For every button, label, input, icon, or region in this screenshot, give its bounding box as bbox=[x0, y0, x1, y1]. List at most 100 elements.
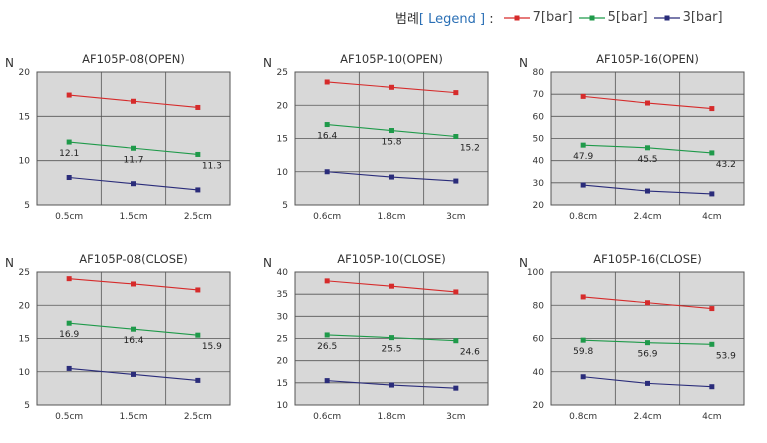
chart-2-series-1-point-1 bbox=[389, 84, 394, 90]
legend-title: 범례[ Legend ] : bbox=[395, 8, 494, 27]
chart-5-series-1-point-1 bbox=[389, 283, 394, 289]
chart-6-xtick-0: 0.8cm bbox=[569, 412, 597, 422]
chart-6-series-1-point-0 bbox=[580, 294, 586, 300]
chart-5-series-2-label-2: 24.6 bbox=[460, 348, 480, 358]
chart-2-ytick-1: 10 bbox=[277, 168, 289, 178]
chart-3-xtick-2: 4cm bbox=[702, 212, 721, 222]
chart-4-xtick-1: 1.5cm bbox=[119, 412, 147, 422]
chart-1-ytick-3: 20 bbox=[19, 68, 31, 78]
legend-label-5bar: 5[bar] bbox=[607, 10, 648, 25]
legend-item-7bar: 7[bar] bbox=[503, 10, 573, 25]
chart-5-ytick-4: 30 bbox=[277, 312, 289, 322]
chart-2-series-3-point-0 bbox=[324, 169, 330, 175]
chart-5-series-3-point-2 bbox=[453, 385, 459, 391]
chart-5-ytick-1: 15 bbox=[277, 379, 288, 389]
chart-5-series-2-label-1: 25.5 bbox=[381, 345, 401, 355]
chart-4-title: AF105P-08(CLOSE) bbox=[79, 252, 188, 266]
chart-2-series-3-point-2 bbox=[453, 178, 459, 184]
chart-4-xtick-2: 2.5cm bbox=[184, 412, 212, 422]
chart-1-xtick-1: 1.5cm bbox=[119, 212, 147, 222]
chart-5-ytick-2: 20 bbox=[277, 357, 289, 367]
chart-5-series-3-point-0 bbox=[324, 378, 330, 384]
chart-1-series-3-point-1 bbox=[131, 181, 136, 187]
chart-5-xtick-1: 1.8cm bbox=[377, 412, 405, 422]
chart-4-ytick-3: 20 bbox=[19, 301, 31, 311]
chart-3-series-1-point-0 bbox=[580, 93, 586, 99]
chart-3-ytick-0: 20 bbox=[533, 201, 545, 211]
legend: 범례[ Legend ] : 7[bar] 5[bar] 3[bar] bbox=[395, 8, 723, 27]
chart-4-series-3-point-1 bbox=[131, 371, 136, 377]
chart-3-ytick-4: 60 bbox=[533, 112, 545, 122]
chart-2-xtick-0: 0.6cm bbox=[313, 212, 341, 222]
chart-4-ytick-4: 25 bbox=[19, 268, 30, 278]
chart-6-ytick-3: 80 bbox=[533, 301, 545, 311]
chart-3-series-1-point-1 bbox=[645, 100, 650, 106]
chart-4-series-2-point-1 bbox=[131, 326, 136, 332]
chart-1-xtick-0: 0.5cm bbox=[55, 212, 83, 222]
chart-4-series-2-label-1: 16.4 bbox=[123, 336, 143, 346]
chart-3-ytick-3: 50 bbox=[533, 135, 545, 145]
chart-2-series-1-point-2 bbox=[453, 90, 459, 96]
chart-4-series-1-point-0 bbox=[66, 276, 72, 282]
chart-2-series-1-point-0 bbox=[324, 79, 330, 85]
chart-5-series-2-point-0 bbox=[324, 332, 330, 338]
chart-3-series-3-point-0 bbox=[580, 182, 586, 188]
chart-1-series-2-label-0: 12.1 bbox=[59, 149, 79, 159]
chart-3-series-1-point-2 bbox=[709, 106, 715, 112]
chart-1-ylabel: N bbox=[5, 56, 14, 70]
chart-6-title: AF105P-16(CLOSE) bbox=[593, 252, 702, 266]
chart-4-series-3-point-0 bbox=[66, 365, 72, 371]
legend-title-ko: 범례 bbox=[395, 12, 419, 27]
legend-label-7bar: 7[bar] bbox=[532, 10, 573, 25]
chart-5-ytick-5: 35 bbox=[277, 290, 288, 300]
chart-6-xtick-2: 4cm bbox=[702, 412, 721, 422]
chart-4-series-3-point-2 bbox=[195, 377, 201, 383]
chart-6-series-2-point-2 bbox=[709, 341, 715, 347]
chart-1-title: AF105P-08(OPEN) bbox=[82, 52, 185, 66]
chart-4-ytick-0: 5 bbox=[24, 401, 30, 411]
chart-6-series-3-point-2 bbox=[709, 384, 715, 390]
chart-1-series-1-point-0 bbox=[66, 92, 72, 98]
chart-6-series-2-label-1: 56.9 bbox=[637, 350, 657, 360]
chart-2-xtick-1: 1.8cm bbox=[377, 212, 405, 222]
chart-1-ytick-1: 10 bbox=[19, 157, 31, 167]
chart-5-series-2-label-0: 26.5 bbox=[317, 342, 337, 352]
chart-3-ytick-1: 30 bbox=[533, 179, 545, 189]
chart-6-series-1-point-2 bbox=[709, 306, 715, 312]
chart-1-series-3-point-2 bbox=[195, 187, 201, 193]
chart-3-xtick-1: 2.4cm bbox=[633, 212, 661, 222]
chart-3-series-2-label-1: 45.5 bbox=[637, 155, 657, 165]
chart-3-title: AF105P-16(OPEN) bbox=[596, 52, 699, 66]
chart-1-series-2-label-1: 11.7 bbox=[123, 155, 143, 165]
chart-2-series-2-point-2 bbox=[453, 134, 459, 140]
chart-2-series-2-label-0: 16.4 bbox=[317, 132, 337, 142]
chart-3-ytick-6: 80 bbox=[533, 68, 545, 78]
chart-3-series-2-point-1 bbox=[645, 145, 650, 151]
chart-5-xtick-2: 3cm bbox=[446, 412, 465, 422]
chart-3-series-2-point-0 bbox=[580, 142, 586, 148]
chart-1-series-2-label-2: 11.3 bbox=[202, 161, 222, 171]
chart-1-ytick-2: 15 bbox=[19, 112, 30, 122]
chart-6-ylabel: N bbox=[519, 256, 528, 270]
chart-2-series-3-point-1 bbox=[389, 174, 394, 180]
chart-6-ytick-4: 100 bbox=[527, 268, 544, 278]
chart-5-series-1-point-2 bbox=[453, 289, 459, 295]
chart-6-ytick-2: 60 bbox=[533, 335, 545, 345]
chart-2-title: AF105P-10(OPEN) bbox=[340, 52, 443, 66]
chart-4-series-2-point-2 bbox=[195, 332, 201, 338]
legend-title-en: [ Legend ] bbox=[418, 12, 486, 27]
chart-4-xtick-0: 0.5cm bbox=[55, 412, 83, 422]
chart-1-series-2-point-0 bbox=[66, 139, 72, 145]
chart-6-ytick-0: 20 bbox=[533, 401, 545, 411]
chart-1-series-2-point-1 bbox=[131, 145, 136, 151]
chart-3-ylabel: N bbox=[519, 56, 528, 70]
chart-3-series-2-label-2: 43.2 bbox=[716, 160, 736, 170]
chart-6-series-2-label-2: 53.9 bbox=[716, 351, 736, 361]
chart-5-xtick-0: 0.6cm bbox=[313, 412, 341, 422]
chart-2-series-2-point-1 bbox=[389, 128, 394, 134]
chart-5-ylabel: N bbox=[263, 256, 272, 270]
chart-5-series-3-point-1 bbox=[389, 382, 394, 388]
chart-3-ytick-5: 70 bbox=[533, 90, 545, 100]
chart-3-series-3-point-1 bbox=[645, 188, 650, 194]
